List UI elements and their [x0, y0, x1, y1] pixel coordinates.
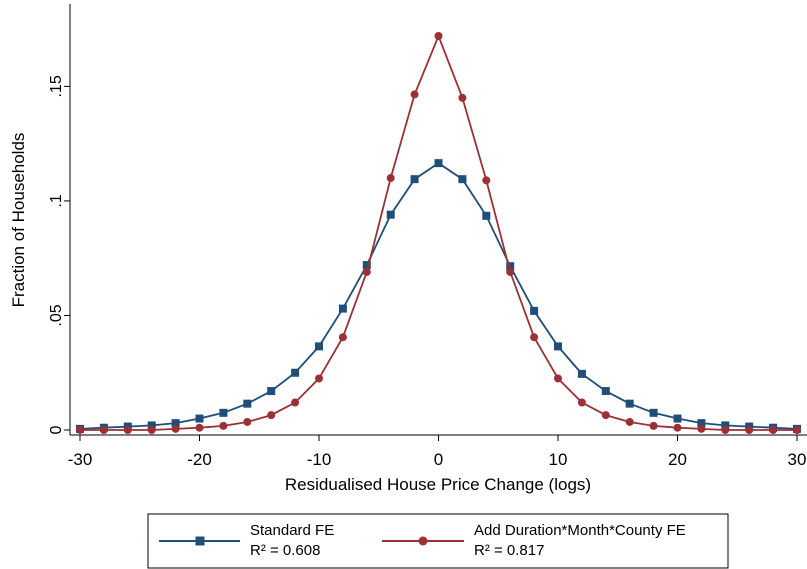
x-tick-label: -20 [187, 450, 212, 469]
y-axis-label: Fraction of Households [9, 133, 28, 308]
data-point-square [195, 414, 204, 423]
legend-entry-standard-fe: Standard FE R² = 0.608 [159, 522, 334, 559]
data-point-circle [195, 423, 204, 432]
data-point-circle [601, 411, 610, 420]
x-tick-label: 10 [549, 450, 568, 469]
data-point-circle [745, 426, 754, 434]
data-point-circle [554, 374, 562, 383]
data-point-square [721, 421, 730, 430]
y-tick-label: .05 [48, 304, 65, 326]
y-axis: 0 .05 .1 .15 Fraction of Households [9, 4, 71, 435]
y-ticks: 0 .05 .1 .15 [48, 75, 70, 434]
legend-r2-add-duration-fe: R² = 0.817 [474, 542, 544, 559]
data-point-circle [649, 421, 658, 430]
legend-label-add-duration-fe: Add Duration*Month*County FE [474, 522, 686, 539]
x-axis-label: Residualised House Price Change (logs) [285, 475, 591, 494]
x-tick-label: 30 [788, 450, 807, 469]
data-point-circle [673, 423, 682, 432]
data-point-circle [338, 333, 347, 342]
data-point-circle [362, 267, 371, 276]
data-point-square [673, 414, 682, 423]
data-point-square [434, 159, 443, 168]
data-point-square [315, 342, 323, 351]
x-tick-label: -30 [68, 450, 93, 469]
data-point-circle [291, 398, 300, 407]
data-point-circle [506, 267, 515, 276]
data-point-square [601, 387, 610, 396]
series-1 [76, 159, 801, 433]
data-point-square [554, 342, 562, 351]
data-point-circle [243, 417, 252, 426]
data-point-circle [530, 333, 539, 342]
data-point-square [482, 211, 491, 220]
data-point-circle [458, 93, 467, 102]
data-point-square [410, 175, 419, 184]
x-ticks: -30 -20 -10 0 10 20 30 [68, 435, 807, 469]
data-point-square [219, 408, 228, 417]
data-point-circle [482, 176, 491, 185]
data-point-circle [793, 426, 801, 434]
legend-r2-standard-fe: R² = 0.608 [250, 542, 320, 559]
data-point-circle [267, 411, 276, 420]
data-point-circle [697, 424, 706, 433]
data-point-circle [721, 426, 730, 434]
data-point-circle [410, 90, 419, 99]
plot-area [76, 32, 801, 434]
series-line [79, 162, 798, 430]
data-point-circle [625, 417, 634, 426]
data-point-circle [219, 421, 228, 430]
x-tick-label: 0 [434, 450, 443, 469]
data-point-square [506, 262, 515, 271]
data-point-square [577, 369, 586, 378]
data-point-square [458, 175, 467, 184]
data-point-square [697, 419, 706, 428]
data-point-square [243, 399, 252, 408]
data-point-square [267, 387, 276, 396]
data-point-square [625, 399, 634, 408]
x-tick-label: 20 [668, 450, 687, 469]
data-point-circle [434, 32, 443, 40]
data-point-circle [769, 426, 778, 434]
legend: Standard FE R² = 0.608 Add Duration*Mont… [147, 513, 729, 569]
data-point-square [147, 421, 156, 430]
data-point-square [291, 368, 300, 377]
series-line [80, 33, 797, 431]
data-point-square [171, 419, 180, 428]
x-tick-label: -10 [307, 450, 332, 469]
data-point-circle [577, 398, 586, 407]
legend-entry-add-duration-fe: Add Duration*Month*County FE R² = 0.817 [382, 522, 686, 559]
data-point-circle [99, 426, 108, 434]
y-tick-label: 0 [48, 425, 65, 434]
y-tick-label: .1 [48, 194, 65, 207]
data-point-circle [147, 426, 156, 434]
data-point-circle [123, 426, 132, 434]
legend-circle-marker [418, 536, 428, 546]
data-point-square [530, 306, 539, 315]
data-point-circle [171, 424, 180, 433]
series-2 [76, 32, 801, 434]
data-point-square [338, 304, 347, 313]
data-point-square [386, 210, 395, 219]
data-point-square [362, 261, 371, 270]
legend-label-standard-fe: Standard FE [250, 522, 334, 539]
data-point-square [649, 408, 658, 417]
data-point-circle [386, 174, 395, 183]
x-axis: -30 -20 -10 0 10 20 30 Residualised House Pric… [68, 434, 807, 494]
legend-square-marker [195, 536, 205, 546]
y-tick-label: .15 [48, 75, 65, 97]
data-point-circle [76, 426, 84, 434]
data-point-circle [315, 374, 323, 383]
